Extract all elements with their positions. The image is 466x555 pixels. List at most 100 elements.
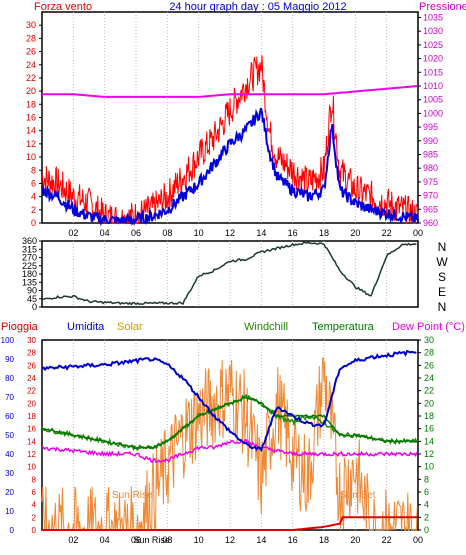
compass-label: S (438, 270, 446, 284)
x-tick-label: 14 (256, 535, 266, 545)
x-tick-label: 08 (162, 535, 172, 545)
x-tick-label: 12 (225, 535, 235, 545)
rain-tick-label: 24 (27, 374, 36, 383)
x-tick-label: Sun Rise (133, 535, 170, 545)
x-tick-label: 16 (288, 535, 298, 545)
rain-tick-label: 2 (32, 513, 37, 522)
direction-tick-label: 360 (22, 236, 37, 246)
pressure-axis-label: Pressione (419, 1, 466, 13)
x-tick-label: 02 (68, 535, 78, 545)
pressure-line (42, 85, 419, 98)
direction-tick-label: 180 (22, 269, 37, 279)
wind-tick-label: 12 (26, 139, 36, 149)
compass-label: N (438, 240, 447, 254)
humidity-tick-label: 50 (5, 431, 14, 440)
temperature-tick-label: 10 (424, 462, 434, 472)
rain-tick-label: 4 (32, 501, 37, 510)
temperature-tick-label: 14 (424, 436, 434, 446)
pressure-tick-label: 995 (423, 122, 438, 132)
temperature-tick-label: 0 (424, 525, 429, 535)
temperature-tick-label: 2 (424, 512, 429, 522)
humidity-tick-label: 20 (5, 488, 14, 497)
compass-label: N (438, 300, 447, 314)
dewpoint-line (41, 438, 419, 464)
temperature-tick-label: 26 (424, 360, 434, 370)
pressure-tick-label: 1010 (423, 81, 443, 91)
temperature-tick-label: 8 (424, 474, 429, 484)
rain-tick-label: 6 (32, 488, 37, 497)
dewpoint-legend: Dew Point (°C) (392, 321, 465, 333)
humidity-tick-label: 60 (5, 412, 14, 421)
x-tick-label: 12 (225, 228, 235, 238)
pressure-tick-label: 1000 (423, 108, 443, 118)
direction-tick-label: 45 (27, 294, 37, 304)
rain-tick-label: 14 (27, 437, 36, 446)
pressure-tick-label: 1025 (423, 40, 443, 50)
rain-legend: Pioggia (1, 321, 39, 333)
direction-tick-label: 0 (32, 302, 37, 312)
direction-tick-label: 135 (22, 277, 37, 287)
x-tick-label: 00 (413, 535, 423, 545)
rain-tick-label: 20 (27, 399, 36, 408)
wind-axis-label: Forza vento (34, 1, 92, 13)
x-tick-label: 06 (131, 228, 141, 238)
rain-tick-label: 0 (32, 526, 37, 535)
humidity-tick-label: 40 (5, 450, 14, 459)
rain-line (42, 516, 418, 531)
compass-label: E (438, 285, 446, 299)
humidity-line (41, 349, 417, 452)
windchill-legend: Windchill (244, 321, 288, 333)
temperature-tick-label: 18 (424, 411, 434, 421)
wind-tick-label: 18 (26, 99, 36, 109)
rain-tick-label: 22 (27, 387, 36, 396)
temperature-tick-label: 6 (424, 487, 429, 497)
pressure-tick-label: 1020 (423, 54, 443, 64)
pressure-tick-label: 960 (423, 218, 438, 228)
humidity-tick-label: 0 (10, 526, 15, 535)
temperature-tick-label: 24 (424, 373, 434, 383)
wind-tick-label: 8 (31, 165, 36, 175)
rain-tick-label: 10 (27, 463, 36, 472)
temperature-tick-label: 4 (424, 500, 429, 510)
humidity-legend: Umidita (67, 321, 105, 333)
humidity-tick-label: 80 (5, 374, 14, 383)
pressure-tick-label: 1015 (423, 67, 443, 77)
temperature-tick-label: 30 (424, 335, 434, 345)
x-tick-label: 22 (382, 228, 392, 238)
humidity-tick-label: 90 (5, 355, 14, 364)
humidity-tick-label: 100 (1, 336, 15, 345)
x-tick-label: 18 (319, 535, 329, 545)
wind-tick-label: 28 (26, 33, 36, 43)
pressure-tick-label: 1035 (423, 12, 443, 22)
compass-label: W (436, 255, 448, 269)
wind-tick-label: 16 (26, 113, 36, 123)
pressure-tick-label: 965 (423, 204, 438, 214)
humidity-tick-label: 30 (5, 469, 14, 478)
temperature-legend: Temperatura (312, 321, 375, 333)
wind-tick-label: 0 (31, 218, 36, 228)
x-tick-label: 04 (100, 535, 110, 545)
wind-tick-label: 4 (31, 192, 36, 202)
humidity-tick-label: 10 (5, 507, 14, 516)
temperature-tick-label: 20 (424, 398, 434, 408)
sunrise-annotation: Sun Rise (112, 490, 153, 501)
x-tick-label: 22 (382, 535, 392, 545)
x-tick-label: 10 (194, 228, 204, 238)
rain-tick-label: 8 (32, 475, 37, 484)
x-tick-label: 20 (350, 228, 360, 238)
solar-legend: Solar (117, 321, 143, 333)
wind-tick-label: 2 (31, 205, 36, 215)
x-tick-label: 02 (68, 228, 78, 238)
wind-tick-label: 24 (26, 60, 36, 70)
rain-tick-label: 28 (27, 349, 36, 358)
humidity-tick-label: 70 (5, 393, 14, 402)
wind-tick-label: 22 (26, 73, 36, 83)
x-tick-label: 00 (413, 228, 423, 238)
temperature-tick-label: 12 (424, 449, 434, 459)
pressure-tick-label: 990 (423, 136, 438, 146)
x-tick-label: 14 (256, 228, 266, 238)
direction-tick-label: 270 (22, 253, 37, 263)
average-wind-line (41, 107, 419, 227)
